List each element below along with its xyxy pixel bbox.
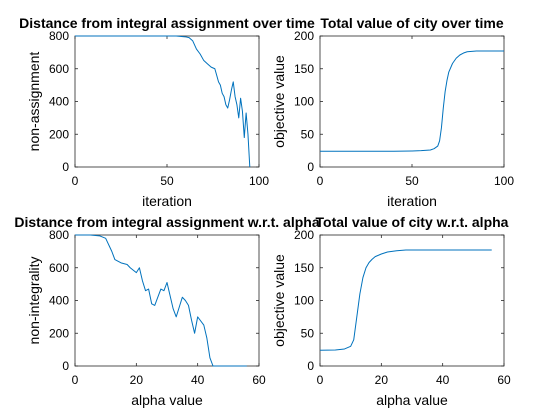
- y-tick-label: 0: [62, 359, 69, 373]
- y-tick-label: 800: [49, 228, 69, 242]
- x-tick-label: 50: [405, 174, 419, 188]
- x-tick-label: 100: [494, 174, 514, 188]
- series-line: [75, 35, 251, 168]
- series-line: [75, 234, 247, 367]
- y-tick-label: 200: [49, 326, 69, 340]
- x-tick-label: 0: [72, 174, 79, 188]
- x-axis-label: alpha value: [376, 392, 448, 408]
- x-axis-label: iteration: [142, 193, 192, 209]
- x-tick-label: 60: [252, 373, 266, 387]
- x-tick-label: 40: [436, 373, 450, 387]
- y-axis-label: objective value: [271, 55, 287, 148]
- y-axis-label: non-integrality: [26, 257, 42, 345]
- x-axis-label: alpha value: [131, 392, 203, 408]
- y-tick-label: 100: [294, 294, 314, 308]
- x-tick-label: 100: [249, 174, 269, 188]
- y-tick-label: 0: [307, 359, 314, 373]
- y-tick-label: 50: [301, 127, 315, 141]
- x-axis-label: iteration: [387, 193, 437, 209]
- chart-title: Distance from integral assignment w.r.t.…: [14, 214, 319, 230]
- y-axis-label: objective value: [271, 254, 287, 347]
- x-tick-label: 0: [72, 373, 79, 387]
- x-tick-label: 0: [317, 373, 324, 387]
- y-tick-label: 200: [49, 127, 69, 141]
- x-tick-label: 20: [375, 373, 389, 387]
- chart-title: Total value of city over time: [320, 15, 504, 31]
- y-tick-label: 400: [49, 294, 69, 308]
- y-axis-label: non-assignment: [26, 52, 42, 152]
- y-tick-label: 50: [301, 326, 315, 340]
- chart-title: Total value of city w.r.t. alpha: [316, 214, 509, 230]
- y-tick-label: 150: [294, 62, 314, 76]
- series-line: [320, 50, 504, 152]
- plot-area: [74, 234, 260, 367]
- chart-title: Distance from integral assignment over t…: [19, 15, 315, 31]
- y-tick-label: 400: [49, 95, 69, 109]
- y-tick-label: 600: [49, 62, 69, 76]
- chart-panel-2: 0 50 100 0 50 100 150 200 Total value of city ov…: [271, 15, 514, 209]
- plot-area: [319, 234, 505, 367]
- y-tick-label: 600: [49, 261, 69, 275]
- plot-area: [319, 35, 505, 168]
- y-tick-label: 200: [294, 228, 314, 242]
- y-tick-label: 0: [307, 160, 314, 174]
- x-tick-label: 60: [497, 373, 511, 387]
- x-tick-label: 40: [191, 373, 205, 387]
- plot-area: [74, 35, 260, 168]
- y-tick-label: 100: [294, 95, 314, 109]
- series-line: [319, 249, 492, 351]
- y-tick-label: 200: [294, 29, 314, 43]
- x-tick-label: 50: [160, 174, 174, 188]
- y-tick-label: 150: [294, 261, 314, 275]
- y-tick-label: 800: [49, 29, 69, 43]
- x-tick-label: 20: [130, 373, 144, 387]
- y-tick-label: 0: [62, 160, 69, 174]
- x-tick-label: 0: [317, 174, 324, 188]
